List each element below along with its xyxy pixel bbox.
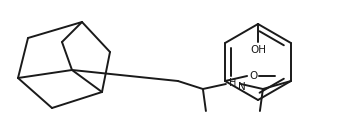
Text: O: O [249,71,257,81]
Text: H: H [229,78,237,88]
Text: N: N [238,82,246,92]
Text: OH: OH [250,45,266,55]
